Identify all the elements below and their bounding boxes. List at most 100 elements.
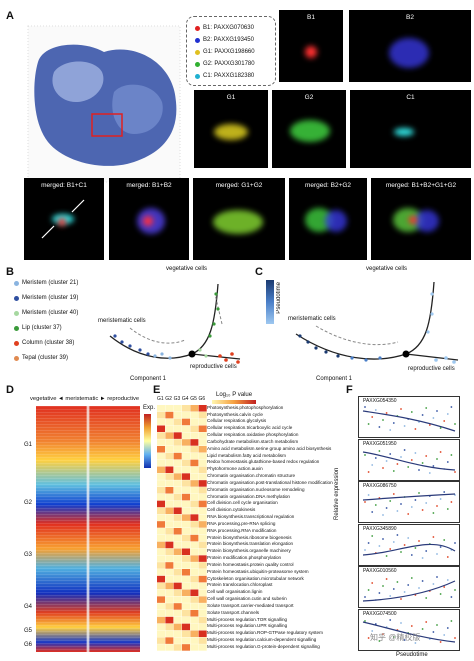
go-cell bbox=[173, 534, 182, 542]
go-cell bbox=[157, 411, 166, 419]
legend-dot bbox=[14, 340, 19, 346]
go-cell bbox=[182, 514, 191, 521]
go-term: Protein translocation.chloroplast bbox=[207, 582, 273, 588]
tile-g1: G1 bbox=[194, 90, 268, 168]
go-cell bbox=[173, 493, 182, 501]
expr-point bbox=[382, 514, 384, 516]
expr-point bbox=[378, 639, 381, 642]
expr-point bbox=[374, 456, 377, 459]
expr-point bbox=[446, 413, 449, 415]
go-cell bbox=[173, 466, 182, 474]
expr-point bbox=[410, 411, 413, 413]
go-cell bbox=[198, 500, 207, 508]
go-cell bbox=[165, 493, 174, 501]
pseudotime-label: Pseudotime bbox=[276, 282, 282, 314]
expr-point bbox=[400, 455, 402, 458]
go-cell bbox=[190, 405, 199, 412]
go-cell bbox=[173, 452, 182, 460]
gene-name: PAXXG010560 bbox=[363, 568, 397, 574]
group-g1: G1 bbox=[24, 442, 33, 448]
mer-label: meristematic cells bbox=[98, 318, 146, 324]
expr-point bbox=[443, 491, 446, 493]
go-term: Solute transport.carrier-mediated transp… bbox=[207, 602, 294, 608]
expr-point bbox=[454, 636, 456, 639]
gene-name: PAXXG051950 bbox=[363, 440, 397, 447]
go-term: Cellular respiration.oxidative phosphory… bbox=[207, 432, 299, 438]
expr-point bbox=[446, 555, 449, 558]
go-cell bbox=[190, 493, 199, 501]
go-term: Cellular respiration.tricarboxylic acid … bbox=[207, 425, 293, 431]
go-cell bbox=[165, 507, 174, 515]
go-cell bbox=[173, 418, 182, 426]
expr-point bbox=[414, 451, 417, 454]
expr-point bbox=[378, 449, 381, 452]
legend-label: Meristem (cluster 21) bbox=[22, 280, 79, 286]
expr-point bbox=[432, 464, 435, 467]
expr-point bbox=[364, 596, 366, 598]
group-g4: G4 bbox=[24, 604, 33, 610]
panel-label-a: A bbox=[6, 10, 14, 22]
tissue-section-image bbox=[24, 22, 184, 186]
go-cell bbox=[165, 534, 174, 542]
expr-point bbox=[371, 534, 374, 537]
go-cell bbox=[173, 411, 182, 419]
go-column-headers: G1 G2 G3 G4 G5 G6 bbox=[157, 396, 209, 404]
go-cell bbox=[182, 582, 191, 590]
expr-point bbox=[396, 462, 399, 465]
go-cell bbox=[157, 541, 166, 549]
go-cell bbox=[182, 493, 191, 501]
expr-point bbox=[443, 538, 446, 541]
expr-point bbox=[450, 619, 453, 622]
go-term: Protein biosynthesis.translation elongat… bbox=[207, 541, 294, 547]
go-cell bbox=[173, 500, 182, 508]
go-cell bbox=[182, 589, 191, 597]
go-cell bbox=[173, 446, 182, 453]
expr-point bbox=[421, 627, 424, 630]
legend-label: G2: PAXXG301780 bbox=[203, 61, 255, 67]
legend-label: Meristem (cluster 40) bbox=[22, 310, 79, 316]
go-cell bbox=[157, 644, 166, 651]
go-cell bbox=[157, 589, 166, 597]
rep-label: reproductive cells bbox=[190, 364, 237, 370]
expr-point bbox=[446, 460, 449, 463]
go-cell bbox=[157, 616, 166, 624]
heatmap-header: vegetative ◄ meristematic ► reproductive bbox=[30, 396, 140, 402]
go-cell bbox=[157, 596, 166, 603]
go-term: Cellular respiration.glycolysis bbox=[207, 418, 267, 424]
legend-dot bbox=[195, 49, 200, 55]
go-cell bbox=[198, 582, 207, 590]
expr-point bbox=[418, 492, 420, 494]
expr-point bbox=[439, 498, 442, 500]
go-cell bbox=[182, 439, 191, 446]
go-term: Chromatin organisation.post-translationa… bbox=[207, 479, 333, 485]
go-cell bbox=[165, 487, 174, 494]
go-col-header: G5 bbox=[190, 396, 197, 402]
trajectory-plot-c: vegetative cells meristematic cells repr… bbox=[286, 264, 466, 384]
go-cell bbox=[190, 514, 199, 521]
expr-point bbox=[410, 553, 413, 556]
go-cell bbox=[190, 480, 199, 487]
go-cell bbox=[157, 610, 166, 617]
legend-dot bbox=[195, 25, 200, 31]
expr-point bbox=[371, 463, 374, 466]
go-cell bbox=[165, 521, 174, 528]
go-col-header: G4 bbox=[181, 396, 189, 402]
go-cell bbox=[165, 446, 174, 453]
expr-point bbox=[400, 550, 402, 553]
go-cell bbox=[173, 480, 182, 487]
expr-point bbox=[374, 504, 377, 506]
expr-point bbox=[436, 505, 438, 507]
expr-trend-line bbox=[362, 543, 456, 556]
go-cell bbox=[198, 589, 207, 597]
expr-point bbox=[403, 543, 406, 546]
go-cell bbox=[190, 411, 199, 419]
go-cell bbox=[182, 637, 191, 644]
expr-point bbox=[389, 429, 392, 431]
expr-point bbox=[374, 409, 377, 411]
go-cell bbox=[173, 630, 182, 638]
go-cell bbox=[173, 548, 182, 556]
go-cell bbox=[165, 616, 174, 624]
expr-point bbox=[436, 552, 438, 555]
go-cell bbox=[173, 575, 182, 583]
expr-point bbox=[396, 581, 399, 583]
